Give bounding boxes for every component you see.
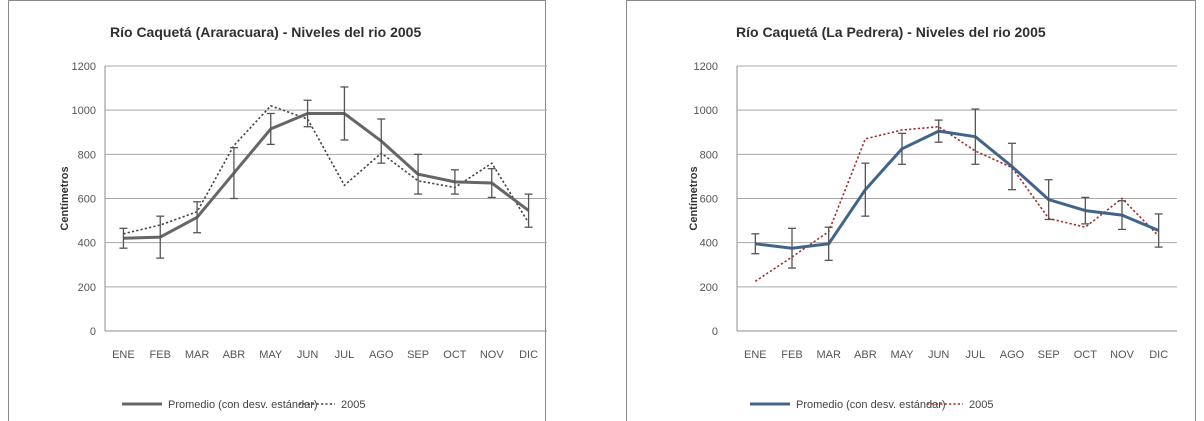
error-bar (1008, 142, 1016, 191)
legend-label-2005: 2005 (341, 399, 365, 411)
y-tick-label: 200 (700, 282, 718, 294)
x-tick-label: OCT (1074, 349, 1098, 361)
x-tick-label: ABR (854, 349, 877, 361)
legend-label-promedio: Promedio (con desv. estándar) (168, 399, 318, 411)
error-bar (266, 112, 275, 146)
y-axis-label: Centímetros (688, 166, 700, 230)
x-tick-label: SEP (407, 349, 429, 361)
error-bar (1081, 196, 1090, 225)
x-tick-label: SEP (1038, 349, 1060, 361)
x-tick-label: MAY (890, 349, 914, 361)
y-tick-label: 1200 (694, 61, 718, 73)
series-line-2005 (754, 125, 1160, 282)
y-tick-label: 600 (700, 194, 718, 206)
error-bar (450, 169, 459, 195)
error-bar (414, 153, 423, 195)
x-tick-label: MAY (259, 349, 283, 361)
error-bar (229, 147, 238, 200)
y-tick-label: 400 (700, 238, 718, 250)
x-tick-label: DIC (519, 349, 538, 361)
error-bar (861, 162, 870, 217)
error-bar (788, 227, 796, 269)
chart-frame (8, 0, 546, 421)
error-bar (824, 226, 833, 261)
x-tick-label: ENE (744, 349, 767, 361)
x-tick-label: AGO (369, 349, 394, 361)
x-tick-label: ENE (112, 349, 135, 361)
y-tick-label: 800 (700, 149, 718, 161)
error-bar (340, 86, 349, 141)
y-tick-label: 1000 (694, 105, 718, 117)
y-tick-label: 1000 (72, 105, 96, 117)
legend: Promedio (con desv. estándar) 2005 (122, 399, 365, 411)
y-tick-label: 200 (78, 282, 96, 294)
legend-label-promedio: Promedio (con desv. estándar) (796, 399, 946, 411)
y-tick-label: 600 (78, 194, 96, 206)
error-bar (1154, 213, 1163, 248)
chart-araracuara: Río Caquetá (Araracuara) - Niveles del r… (59, 24, 547, 411)
error-bar (303, 99, 312, 128)
error-bar (119, 227, 128, 249)
chart-title: Río Caquetá (La Pedrera) - Niveles del r… (736, 24, 1046, 40)
error-bar (934, 119, 943, 143)
x-tick-label: MAR (816, 349, 841, 361)
x-tick-label: FEB (781, 349, 802, 361)
y-tick-label: 0 (90, 326, 96, 338)
error-bar (751, 233, 760, 255)
x-tick-label: JUN (297, 349, 318, 361)
series-line-promedio (123, 112, 530, 240)
error-bar (524, 193, 533, 228)
y-tick-label: 400 (78, 238, 96, 250)
x-tick-label: NOV (480, 349, 505, 361)
error-bar (1118, 200, 1126, 231)
chart-title: Río Caquetá (Araracuara) - Niveles del r… (110, 24, 421, 40)
y-axis-label: Centímetros (59, 166, 71, 230)
x-tick-label: NOV (1110, 349, 1135, 361)
error-bar (193, 201, 202, 234)
series-line-2005 (123, 104, 530, 235)
x-tick-label: JUL (335, 349, 355, 361)
legend: Promedio (con desv. estándar) 2005 (750, 399, 993, 411)
error-bar (377, 118, 386, 164)
chart-panel-araracuara: Río Caquetá (Araracuara) - Niveles del r… (8, 0, 547, 421)
error-bar (971, 108, 980, 165)
chart-la-pedrera: Río Caquetá (La Pedrera) - Niveles del r… (688, 24, 1177, 411)
x-tick-label: OCT (443, 349, 467, 361)
x-tick-label: JUL (966, 349, 986, 361)
error-bar (1044, 179, 1053, 221)
legend-label-2005: 2005 (969, 399, 993, 411)
y-tick-label: 1200 (72, 61, 96, 73)
chart-frame (626, 0, 1196, 421)
x-tick-label: ABR (223, 349, 246, 361)
y-tick-label: 800 (78, 149, 96, 161)
x-tick-label: AGO (1000, 349, 1025, 361)
error-bar (156, 215, 165, 259)
chart-panel-la-pedrera: Río Caquetá (La Pedrera) - Niveles del r… (626, 0, 1196, 421)
series-line-promedio (755, 129, 1160, 250)
y-tick-label: 0 (712, 326, 718, 338)
error-bar (487, 168, 496, 199)
x-tick-label: MAR (185, 349, 210, 361)
x-tick-label: FEB (150, 349, 171, 361)
x-tick-label: DIC (1149, 349, 1168, 361)
x-tick-label: JUN (928, 349, 949, 361)
error-bar (898, 132, 906, 165)
